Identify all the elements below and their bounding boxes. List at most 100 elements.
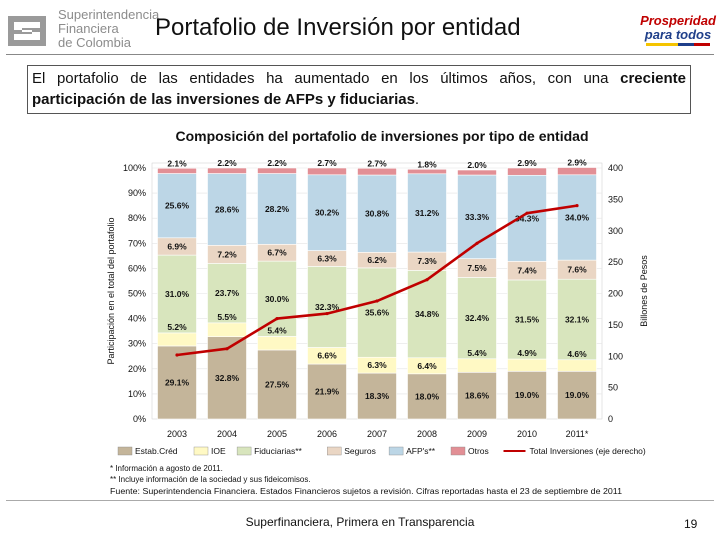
prosperidad-logo: Prosperidad para todos (638, 14, 718, 50)
data-label: 7.5% (467, 263, 487, 273)
legend-label: Estab.Créd (135, 446, 178, 456)
superfinanciera-logo: Superintendencia Financiera de Colombia (2, 6, 162, 56)
intro-bold: creciente participación de las inversion… (32, 70, 686, 108)
data-label: 5.4% (467, 348, 487, 358)
x-tick-label: 2003 (167, 429, 187, 439)
legend-swatch (327, 446, 342, 456)
x-tick-label: 2005 (267, 429, 287, 439)
chart-note: ** Incluye información de la sociedad y … (110, 475, 311, 484)
bar-segment (257, 167, 297, 174)
data-label: 34.8% (415, 309, 440, 319)
legend-label: Fiduciarias** (254, 446, 302, 456)
data-label: 4.9% (517, 348, 537, 358)
bar-segment (257, 260, 297, 337)
data-label: 6.3% (317, 253, 337, 263)
data-label: 32.8% (215, 373, 240, 383)
line-point (275, 317, 279, 321)
bar-segment (457, 372, 497, 420)
y-tick-label: 40% (128, 314, 146, 324)
data-label: 18.6% (465, 391, 490, 401)
data-label: 5.5% (217, 312, 237, 322)
bar-segment (457, 358, 497, 373)
chart-note: * Información a agosto de 2011. (110, 464, 223, 473)
bar-segment (507, 167, 547, 176)
bar-segment (557, 167, 597, 176)
data-label: 2.1% (167, 158, 187, 168)
x-tick-label: 2009 (467, 429, 487, 439)
x-tick-label: 2010 (517, 429, 537, 439)
legend-swatch (236, 446, 252, 456)
y-tick-label: 0% (133, 414, 146, 424)
x-tick-label: 2007 (367, 429, 387, 439)
data-label: 2.2% (267, 158, 287, 168)
superfinanciera-emblem-icon (8, 16, 46, 46)
data-label: 4.6% (567, 349, 587, 359)
data-label: 18.0% (415, 391, 440, 401)
bar-segment (357, 174, 397, 253)
legend-swatch (450, 446, 466, 456)
intro-normal: El portafolio de las entidades ha aument… (32, 70, 621, 87)
bar-segment (357, 267, 397, 358)
bar-segment (457, 169, 497, 176)
y2-tick-label: 150 (608, 320, 623, 330)
legend-label: AFP's** (406, 446, 436, 456)
y2-tick-label: 50 (608, 383, 618, 393)
data-label: 30.8% (365, 209, 390, 219)
bar-segment (207, 322, 247, 337)
data-label: 2.9% (517, 158, 537, 168)
y-tick-label: 10% (128, 389, 146, 399)
bar-segment (557, 174, 597, 261)
data-label: 6.4% (417, 361, 437, 371)
data-label: 7.3% (417, 256, 437, 266)
data-label: 33.3% (465, 212, 490, 222)
x-tick-label: 2006 (317, 429, 337, 439)
intro-end: . (414, 91, 420, 108)
legend-label: IOE (211, 446, 226, 456)
data-label: 19.0% (515, 390, 540, 400)
bar-segment (557, 359, 597, 372)
prosperidad-logo-line: Prosperidad (640, 13, 716, 28)
data-label: 6.2% (367, 255, 387, 265)
portfolio-chart: Composición del portafolio de inversione… (106, 128, 649, 496)
data-label: 21.9% (315, 387, 340, 397)
y-tick-label: 60% (128, 263, 146, 273)
bar-segment (407, 373, 447, 420)
data-label: 28.6% (215, 204, 240, 214)
bar-segment (407, 173, 447, 253)
y-tick-label: 20% (128, 364, 146, 374)
bar-segment (157, 332, 197, 347)
data-label: 32.4% (465, 313, 490, 323)
data-label: 23.7% (215, 288, 240, 298)
y2-tick-label: 250 (608, 257, 623, 267)
data-label: 6.7% (267, 248, 287, 258)
bar-segment (557, 278, 597, 361)
y-tick-label: 70% (128, 238, 146, 248)
data-label: 7.6% (567, 265, 587, 275)
data-label: 31.2% (415, 208, 440, 218)
bar-segment (207, 263, 247, 324)
data-label: 30.0% (265, 294, 290, 304)
legend-label: Seguros (344, 446, 376, 456)
data-label: 5.2% (167, 322, 187, 332)
data-label: 34.0% (565, 212, 590, 222)
bar-segment (157, 173, 197, 239)
data-label: 6.9% (167, 241, 187, 251)
prosperidad-logo-line: para todos (644, 27, 712, 42)
data-label: 30.2% (315, 208, 340, 218)
bar-segment (307, 167, 347, 176)
data-label: 29.1% (165, 377, 190, 387)
bar-segment (257, 336, 297, 351)
legend-swatch (388, 446, 404, 456)
y-tick-label: 90% (128, 188, 146, 198)
data-label: 6.6% (317, 351, 337, 361)
line-point (225, 347, 229, 351)
y-tick-label: 100% (123, 163, 146, 173)
y2-tick-label: 300 (608, 226, 623, 236)
y2-axis-label: Billones de Pesos (639, 255, 649, 327)
data-label: 32.1% (565, 314, 590, 324)
line-point (575, 204, 579, 208)
data-label: 19.0% (565, 390, 590, 400)
bar-segment (507, 279, 547, 360)
data-label: 7.2% (217, 249, 237, 259)
page-title: Portafolio de Inversión por entidad (155, 14, 521, 41)
